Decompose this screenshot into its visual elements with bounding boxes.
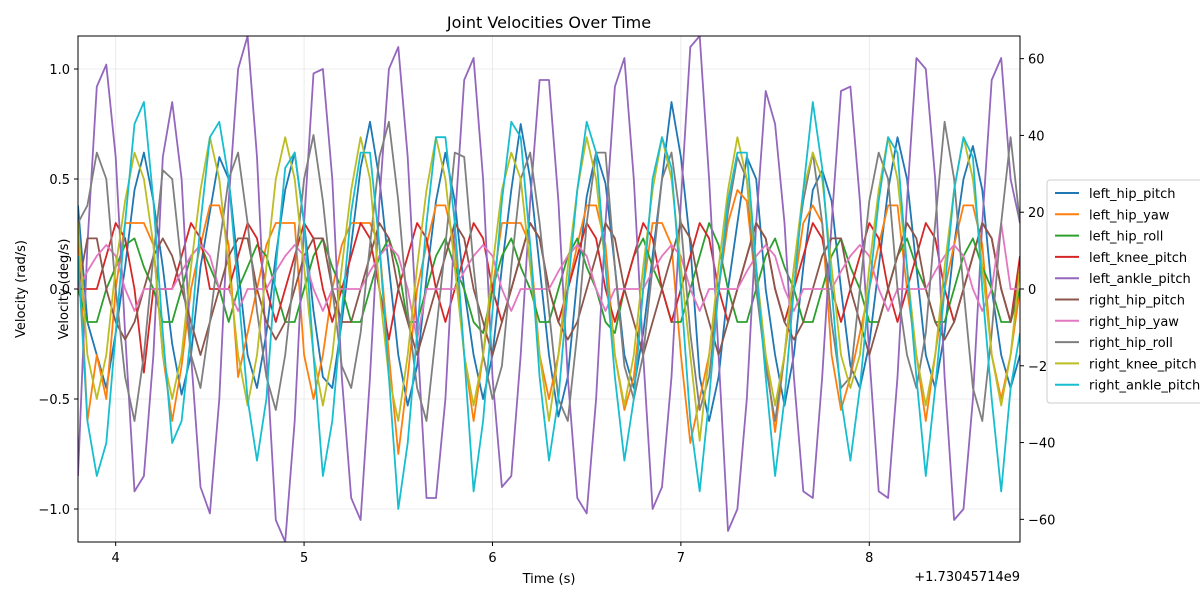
series-line-left-hip-roll: [78, 222, 1020, 334]
series-line-right-knee-pitch: [78, 136, 1020, 442]
left-y-axis-ticks: −1.0 −0.5 0.0 0.5 1.0: [38, 63, 78, 518]
x-axis-label: Time (s): [522, 572, 576, 587]
series-line-right-hip-yaw: [78, 222, 1020, 341]
right-y-tick-label: −60: [1028, 513, 1055, 528]
right-y-tick-label: 40: [1028, 129, 1045, 144]
right-y-tick-label: 60: [1028, 53, 1045, 68]
series-lines: [78, 36, 1020, 542]
legend-label: left_ankle_pitch: [1089, 272, 1191, 287]
legend: left_hip_pitch left_hip_yaw left_hip_rolll…: [1046, 179, 1200, 404]
left-y-tick-label: 1.0: [49, 63, 70, 78]
right-y-tick-label: −40: [1028, 437, 1055, 452]
left-y-tick-label: −0.5: [38, 393, 70, 408]
legend-label: right_knee_pitch: [1089, 357, 1197, 372]
series-line-left-hip-pitch: [78, 101, 1020, 422]
right-y-axis-label: Velocity (deg/s): [57, 239, 72, 340]
legend-label: right_ankle_pitch: [1089, 379, 1200, 394]
legend-box: [1046, 179, 1200, 404]
left-y-axis-label: Velocity (rad/s): [14, 240, 29, 338]
left-y-tick-label: 0.5: [49, 173, 70, 188]
x-tick-label: 4: [112, 551, 120, 566]
x-axis-offset-label: +1.73045714e9: [914, 570, 1020, 585]
right-y-tick-label: 0: [1028, 283, 1036, 298]
legend-label: left_knee_pitch: [1089, 251, 1187, 266]
series-line-right-hip-roll: [78, 120, 1020, 422]
legend-label: right_hip_pitch: [1089, 294, 1185, 309]
legend-label: right_hip_roll: [1089, 336, 1173, 351]
x-tick-label: 6: [488, 551, 496, 566]
legend-label: left_hip_pitch: [1089, 187, 1176, 202]
legend-label: right_hip_yaw: [1089, 315, 1179, 330]
legend-label: left_hip_roll: [1089, 230, 1163, 245]
left-y-tick-label: 0.0: [49, 283, 70, 298]
x-tick-label: 8: [865, 551, 873, 566]
series-line-right-ankle-pitch: [78, 101, 1020, 510]
chart-title: Joint Velocities Over Time: [446, 13, 651, 32]
legend-label: left_hip_yaw: [1089, 208, 1170, 223]
right-y-tick-label: 20: [1028, 206, 1045, 221]
x-tick-label: 7: [677, 551, 685, 566]
x-tick-label: 5: [300, 551, 308, 566]
left-y-tick-label: −1.0: [38, 503, 70, 518]
x-axis-ticks: 4 5 6 7 8: [112, 542, 873, 566]
